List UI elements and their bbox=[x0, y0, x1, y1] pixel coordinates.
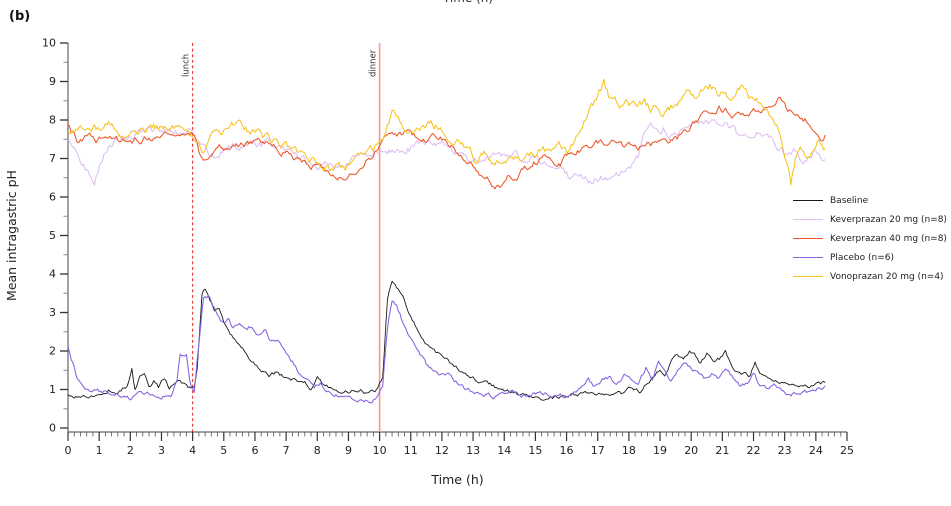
legend-label: Placebo (n=6) bbox=[830, 252, 895, 263]
x-tick-label: 6 bbox=[251, 444, 258, 457]
x-tick-label: 7 bbox=[283, 444, 290, 457]
x-tick-label: 12 bbox=[435, 444, 449, 457]
legend-line-swatch bbox=[793, 276, 823, 277]
x-tick-label: 9 bbox=[345, 444, 352, 457]
x-tick-label: 4 bbox=[189, 444, 196, 457]
x-tick-label: 13 bbox=[466, 444, 480, 457]
x-axis-title: Time (h) bbox=[430, 472, 483, 487]
x-tick-label: 5 bbox=[220, 444, 227, 457]
chart-legend: Baseline Keverprazan 20 mg (n=8) Keverpraz… bbox=[793, 191, 947, 286]
y-tick-label: 5 bbox=[49, 229, 56, 242]
x-tick-label: 11 bbox=[404, 444, 418, 457]
x-tick-label: 20 bbox=[684, 444, 698, 457]
x-tick-label: 0 bbox=[65, 444, 72, 457]
y-tick-label: 7 bbox=[49, 152, 56, 165]
y-tick-label: 10 bbox=[42, 37, 56, 50]
legend-entry-4: Vonoprazan 20 mg (n=4) bbox=[793, 267, 947, 286]
series-line-0 bbox=[67, 280, 826, 401]
x-tick-label: 24 bbox=[809, 444, 823, 457]
legend-label: Baseline bbox=[830, 195, 869, 206]
x-tick-label: 16 bbox=[560, 444, 574, 457]
y-tick-label: 8 bbox=[49, 114, 56, 127]
legend-label: Keverprazan 20 mg (n=8) bbox=[830, 214, 947, 225]
legend-label: Vonoprazan 20 mg (n=4) bbox=[830, 271, 944, 282]
y-axis-title: Mean intragastric pH bbox=[4, 170, 19, 301]
legend-entry-2: Keverprazan 40 mg (n=8) bbox=[793, 229, 947, 248]
x-tick-label: 21 bbox=[715, 444, 729, 457]
legend-entry-3: Placebo (n=6) bbox=[793, 248, 947, 267]
x-tick-label: 17 bbox=[591, 444, 605, 457]
legend-entry-1: Keverprazan 20 mg (n=8) bbox=[793, 210, 947, 229]
legend-line-swatch bbox=[793, 200, 823, 201]
x-tick-label: 15 bbox=[528, 444, 542, 457]
series-line-1 bbox=[67, 119, 826, 186]
x-tick-label: 25 bbox=[840, 444, 854, 457]
x-tick-label: 2 bbox=[127, 444, 134, 457]
meal-marker-label: dinner bbox=[369, 49, 379, 77]
y-tick-label: 9 bbox=[49, 75, 56, 88]
x-tick-label: 22 bbox=[747, 444, 761, 457]
y-tick-label: 1 bbox=[49, 383, 56, 396]
panel-label: (b) bbox=[9, 9, 31, 24]
series-line-3 bbox=[67, 295, 826, 404]
x-tick-label: 18 bbox=[622, 444, 636, 457]
y-tick-label: 2 bbox=[49, 345, 56, 358]
legend-entry-0: Baseline bbox=[793, 191, 947, 210]
x-tick-label: 10 bbox=[373, 444, 387, 457]
series-line-2 bbox=[67, 96, 826, 190]
cropped-axis-title-of-panel-above: Time (h) bbox=[393, 0, 543, 7]
meal-marker-label: lunch bbox=[182, 54, 192, 77]
x-tick-label: 1 bbox=[96, 444, 103, 457]
x-tick-label: 23 bbox=[778, 444, 792, 457]
y-tick-label: 0 bbox=[49, 422, 56, 435]
legend-line-swatch bbox=[793, 257, 823, 258]
cropped-text: Time (h) bbox=[393, 0, 543, 5]
x-tick-label: 8 bbox=[314, 444, 321, 457]
y-tick-label: 4 bbox=[49, 268, 56, 281]
y-tick-label: 3 bbox=[49, 306, 56, 319]
legend-line-swatch bbox=[793, 238, 823, 239]
x-tick-label: 3 bbox=[158, 444, 165, 457]
x-tick-label: 14 bbox=[497, 444, 511, 457]
series-line-4 bbox=[67, 78, 826, 186]
legend-line-swatch bbox=[793, 219, 823, 220]
legend-label: Keverprazan 40 mg (n=8) bbox=[830, 233, 947, 244]
x-tick-label: 19 bbox=[653, 444, 667, 457]
y-tick-label: 6 bbox=[49, 191, 56, 204]
